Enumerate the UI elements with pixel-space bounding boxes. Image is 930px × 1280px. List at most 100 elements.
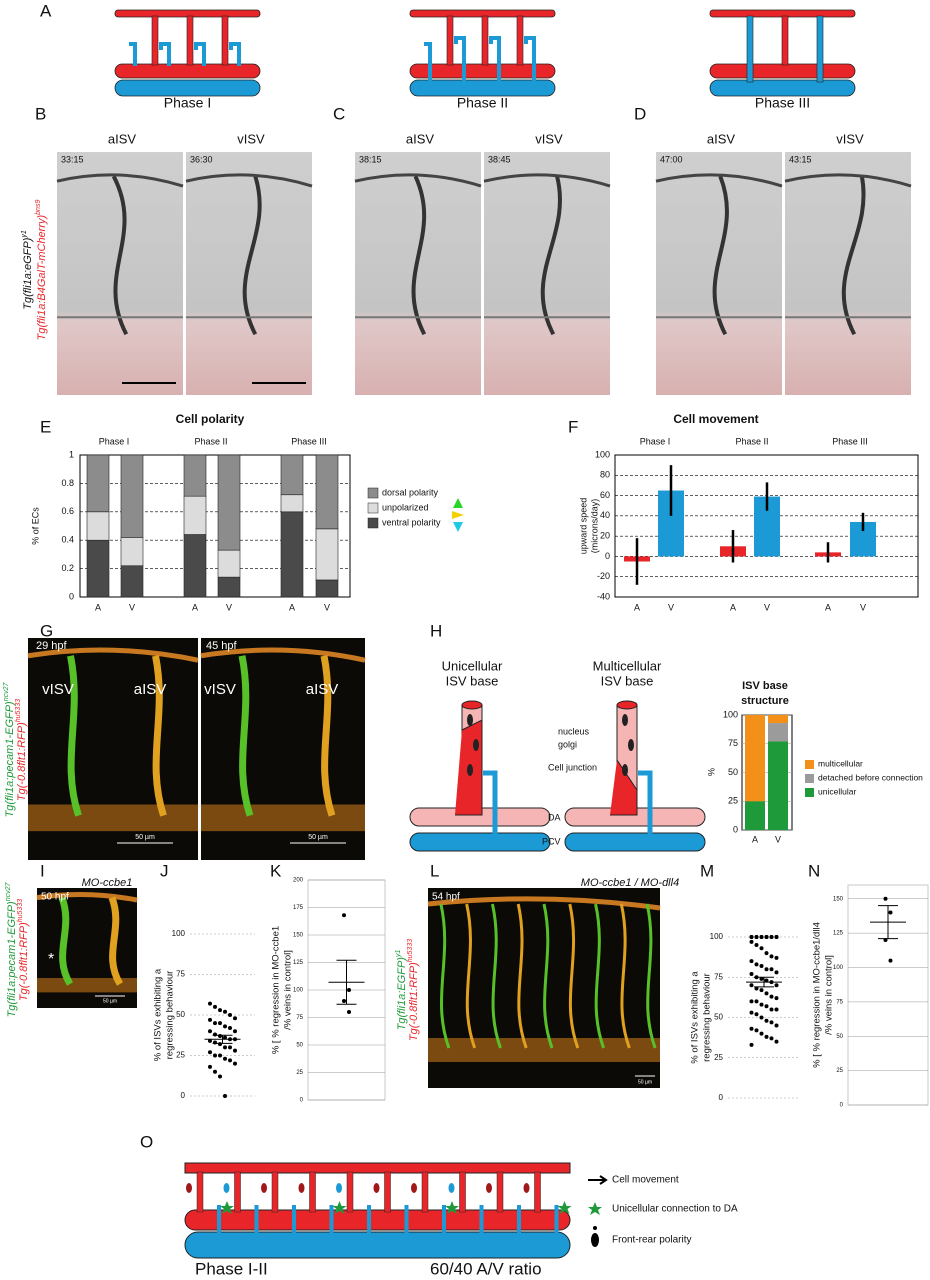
y-tick-label: 50	[296, 1043, 303, 1049]
data-point	[759, 1015, 764, 1020]
trunk-vessel	[201, 804, 365, 832]
data-point	[883, 896, 888, 901]
vein	[709, 79, 856, 97]
column-label: vISV	[836, 131, 864, 146]
group-label: Phase II	[194, 436, 227, 446]
vessel	[200, 647, 366, 663]
data-point	[233, 1029, 237, 1034]
isv	[439, 903, 451, 1049]
sprout	[367, 1205, 371, 1235]
x-tick-label: V	[324, 602, 330, 612]
y-tick-label: 200	[293, 878, 304, 884]
panel-label: A	[40, 1, 52, 20]
vessel	[27, 647, 199, 663]
panel-label: C	[333, 104, 345, 123]
y-tick-label: 75	[836, 999, 843, 1005]
y-tick-label: 100	[172, 929, 186, 938]
vessel	[427, 896, 661, 911]
y-tick-label: 25	[176, 1051, 185, 1060]
data-point	[208, 1050, 212, 1055]
data-point	[759, 988, 764, 993]
vessel	[841, 175, 866, 336]
star	[445, 1201, 459, 1214]
y-tick-label: 100	[293, 988, 304, 994]
y-tick-label: 0	[69, 591, 74, 601]
cell	[336, 1183, 342, 1193]
isv	[534, 1171, 541, 1213]
sprout	[194, 42, 206, 66]
y-axis-label: % of ISVs exhibiting a	[153, 968, 164, 1061]
data-point	[228, 1013, 232, 1017]
data-point	[749, 1042, 754, 1047]
legend-cell	[591, 1233, 599, 1247]
sprout	[292, 1205, 296, 1235]
artery	[709, 63, 856, 79]
transgene-label: Tg(fli1a:eGFP)y1	[21, 230, 34, 310]
y-tick-label: 25	[296, 1070, 303, 1076]
isv	[542, 903, 554, 1049]
y-tick-label: 60	[600, 490, 610, 500]
bar-segment	[315, 454, 339, 530]
vessel	[411, 175, 427, 336]
bar-segment	[86, 539, 110, 598]
sprout	[479, 1205, 484, 1235]
transgene-name: Tg(-0.8flt1:RFP)	[408, 962, 420, 1041]
y-axis-label: % [ % regression in MO-ccbe1	[271, 926, 282, 1054]
vessel	[36, 892, 138, 903]
bar-segment	[217, 454, 241, 551]
artery-top	[184, 1162, 571, 1174]
chart-title: Cell polarity	[176, 412, 245, 426]
data-point	[754, 935, 759, 939]
data-point	[764, 1034, 769, 1039]
data-point	[774, 935, 779, 939]
star	[220, 1201, 234, 1214]
x-tick-label: A	[752, 834, 758, 844]
sprout	[454, 36, 466, 82]
legend-label: dorsal polarity	[382, 487, 439, 497]
data-point	[774, 1039, 779, 1044]
transgene-allele: y1	[395, 950, 402, 959]
legend-dot	[593, 1226, 597, 1230]
isv	[346, 1171, 354, 1213]
vein	[114, 79, 261, 97]
data-point	[749, 983, 754, 988]
data-point	[888, 958, 893, 963]
data-point	[342, 913, 346, 918]
data-point	[754, 1028, 759, 1033]
data-point	[218, 1008, 222, 1013]
data-point	[223, 1009, 227, 1014]
panel-label: O	[140, 1132, 153, 1151]
isv	[619, 903, 631, 1049]
data-point	[749, 959, 754, 964]
bar-segment	[217, 576, 241, 598]
data-point	[213, 1053, 217, 1058]
y-tick-label: 150	[293, 933, 304, 939]
isv	[108, 896, 124, 986]
transgene-label: Tg(-0.8flt1:RFP)hu5333	[17, 899, 30, 1001]
bar-segment	[120, 565, 144, 598]
x-tick-label: V	[764, 602, 770, 612]
data-point	[347, 988, 351, 992]
data-point	[749, 972, 754, 977]
y-axis-label: % of ISVs exhibiting a	[690, 971, 701, 1064]
y-tick-label: 40	[600, 510, 610, 520]
micrograph	[186, 152, 312, 395]
transgene-name: Tg(fli1a:pecam1-EGFP)	[4, 701, 16, 817]
chart-title: ISV base	[742, 680, 788, 692]
data-point	[233, 1061, 237, 1066]
data-point	[754, 962, 759, 967]
data-point	[223, 1045, 227, 1050]
timestamp: 50 hpf	[41, 892, 69, 903]
data-point	[749, 935, 754, 939]
transgene-name: Tg(fli1a:eGFP)	[22, 237, 34, 309]
isv	[58, 896, 74, 986]
x-tick-label: A	[634, 602, 640, 612]
data-point	[213, 1004, 217, 1009]
transgene-allele: hu5333	[15, 699, 22, 722]
diagram-title: ISV base	[446, 673, 499, 688]
ec	[610, 759, 638, 816]
cell	[486, 1183, 492, 1193]
panel-label: J	[160, 861, 169, 880]
data-point	[213, 1021, 217, 1026]
trunk-vessel	[428, 1038, 660, 1062]
